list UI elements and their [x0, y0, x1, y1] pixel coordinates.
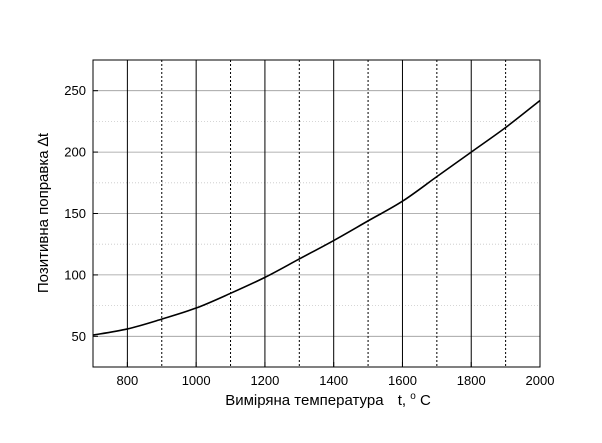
series-line: [92, 99, 541, 336]
x-axis-label-degree: o: [410, 391, 416, 402]
grid: [93, 60, 540, 367]
x-tick-label: 1000: [182, 373, 211, 388]
x-tick-label: 1200: [250, 373, 279, 388]
x-axis-label: Виміряна температура t, o C: [225, 386, 431, 409]
x-tick-label: 1800: [457, 373, 486, 388]
x-axis-label-main: Виміряна температура: [225, 392, 384, 409]
x-tick-label: 2000: [526, 373, 555, 388]
y-tick-label: 200: [64, 145, 86, 160]
x-axis-label-unit: C: [420, 392, 431, 409]
x-tick-label: 1600: [388, 373, 417, 388]
y-tick-label: 50: [72, 329, 86, 344]
y-tick-label: 100: [64, 267, 86, 282]
y-tick-label: 250: [64, 83, 86, 98]
series-layer: [92, 99, 541, 336]
x-tick-label: 1400: [319, 373, 348, 388]
x-tick-label: 800: [117, 373, 139, 388]
x-axis-label-variable: t,: [398, 392, 406, 409]
ticks: 800 1000 1200 1400 1600 1800 2000 50 100 150 200 25…: [64, 83, 554, 388]
y-tick-label: 150: [64, 206, 86, 221]
y-axis-label: Позитивна поправка ∆t: [35, 132, 52, 293]
